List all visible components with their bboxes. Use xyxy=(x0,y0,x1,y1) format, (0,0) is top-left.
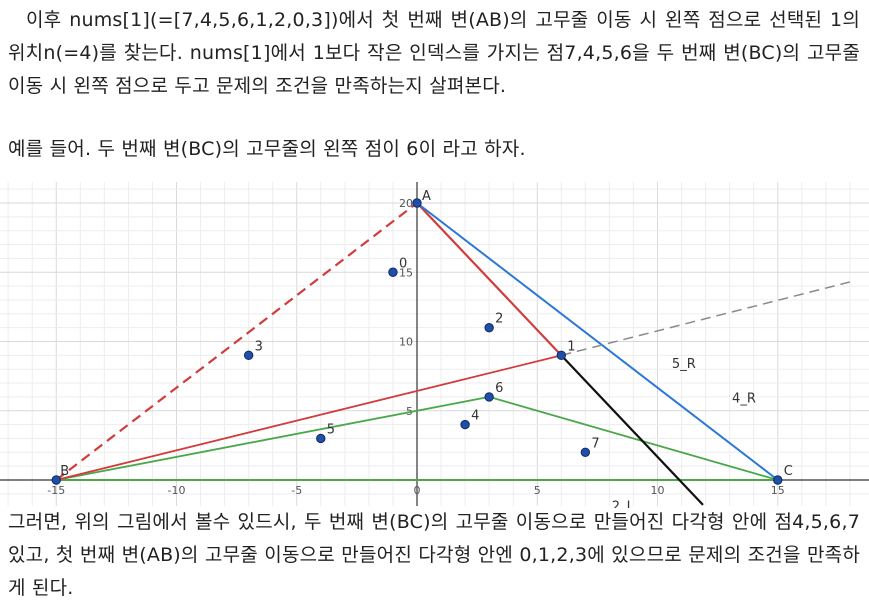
point-0 xyxy=(389,268,397,276)
point-label-a: A xyxy=(422,189,431,204)
point-label-0: 0 xyxy=(399,256,407,271)
point-1 xyxy=(557,351,565,359)
x-tick-label: -10 xyxy=(168,484,186,497)
x-tick-label: -15 xyxy=(47,484,65,497)
point-3 xyxy=(244,351,252,359)
point-label-5: 5 xyxy=(327,422,335,437)
point-4 xyxy=(461,420,469,428)
point-7 xyxy=(581,448,589,456)
point-b xyxy=(52,476,60,484)
paragraph-intro: 이후 nums[1](=[7,4,5,6,1,2,0,3])에서 첫 번째 변(… xyxy=(8,4,860,103)
x-tick-label: 15 xyxy=(771,484,785,497)
y-tick-label: 10 xyxy=(399,336,413,349)
point-label-2: 2 xyxy=(495,312,503,327)
point-label-4: 4 xyxy=(471,409,479,424)
paragraph-conclusion: 그러면, 위의 그림에서 볼수 있드시, 두 번째 변(BC)의 고무줄 이동으… xyxy=(8,506,860,605)
point-label-3: 3 xyxy=(255,339,263,354)
point-6 xyxy=(485,393,493,401)
x-tick-label: 10 xyxy=(651,484,665,497)
point-label-c: C xyxy=(784,464,793,479)
x-tick-label: 0 xyxy=(414,484,421,497)
point-label-b: B xyxy=(60,464,69,479)
point-label-6: 6 xyxy=(495,381,503,396)
point-5 xyxy=(317,434,325,442)
y-tick-label: 20 xyxy=(399,197,413,210)
point-label-1: 1 xyxy=(567,339,575,354)
x-tick-label: -5 xyxy=(291,484,302,497)
paragraph-example: 예를 들어. 두 번째 변(BC)의 고무줄의 왼쪽 점이 6이 라고 하자. xyxy=(8,133,860,166)
line-label-4-r: 4_R xyxy=(732,391,756,406)
figure-background xyxy=(0,178,869,508)
point-label-7: 7 xyxy=(591,436,599,451)
point-a xyxy=(413,199,421,207)
x-tick-label: 5 xyxy=(534,484,541,497)
line-label-5-r: 5_R xyxy=(672,357,696,372)
point-c xyxy=(774,476,782,484)
point-2 xyxy=(485,323,493,331)
